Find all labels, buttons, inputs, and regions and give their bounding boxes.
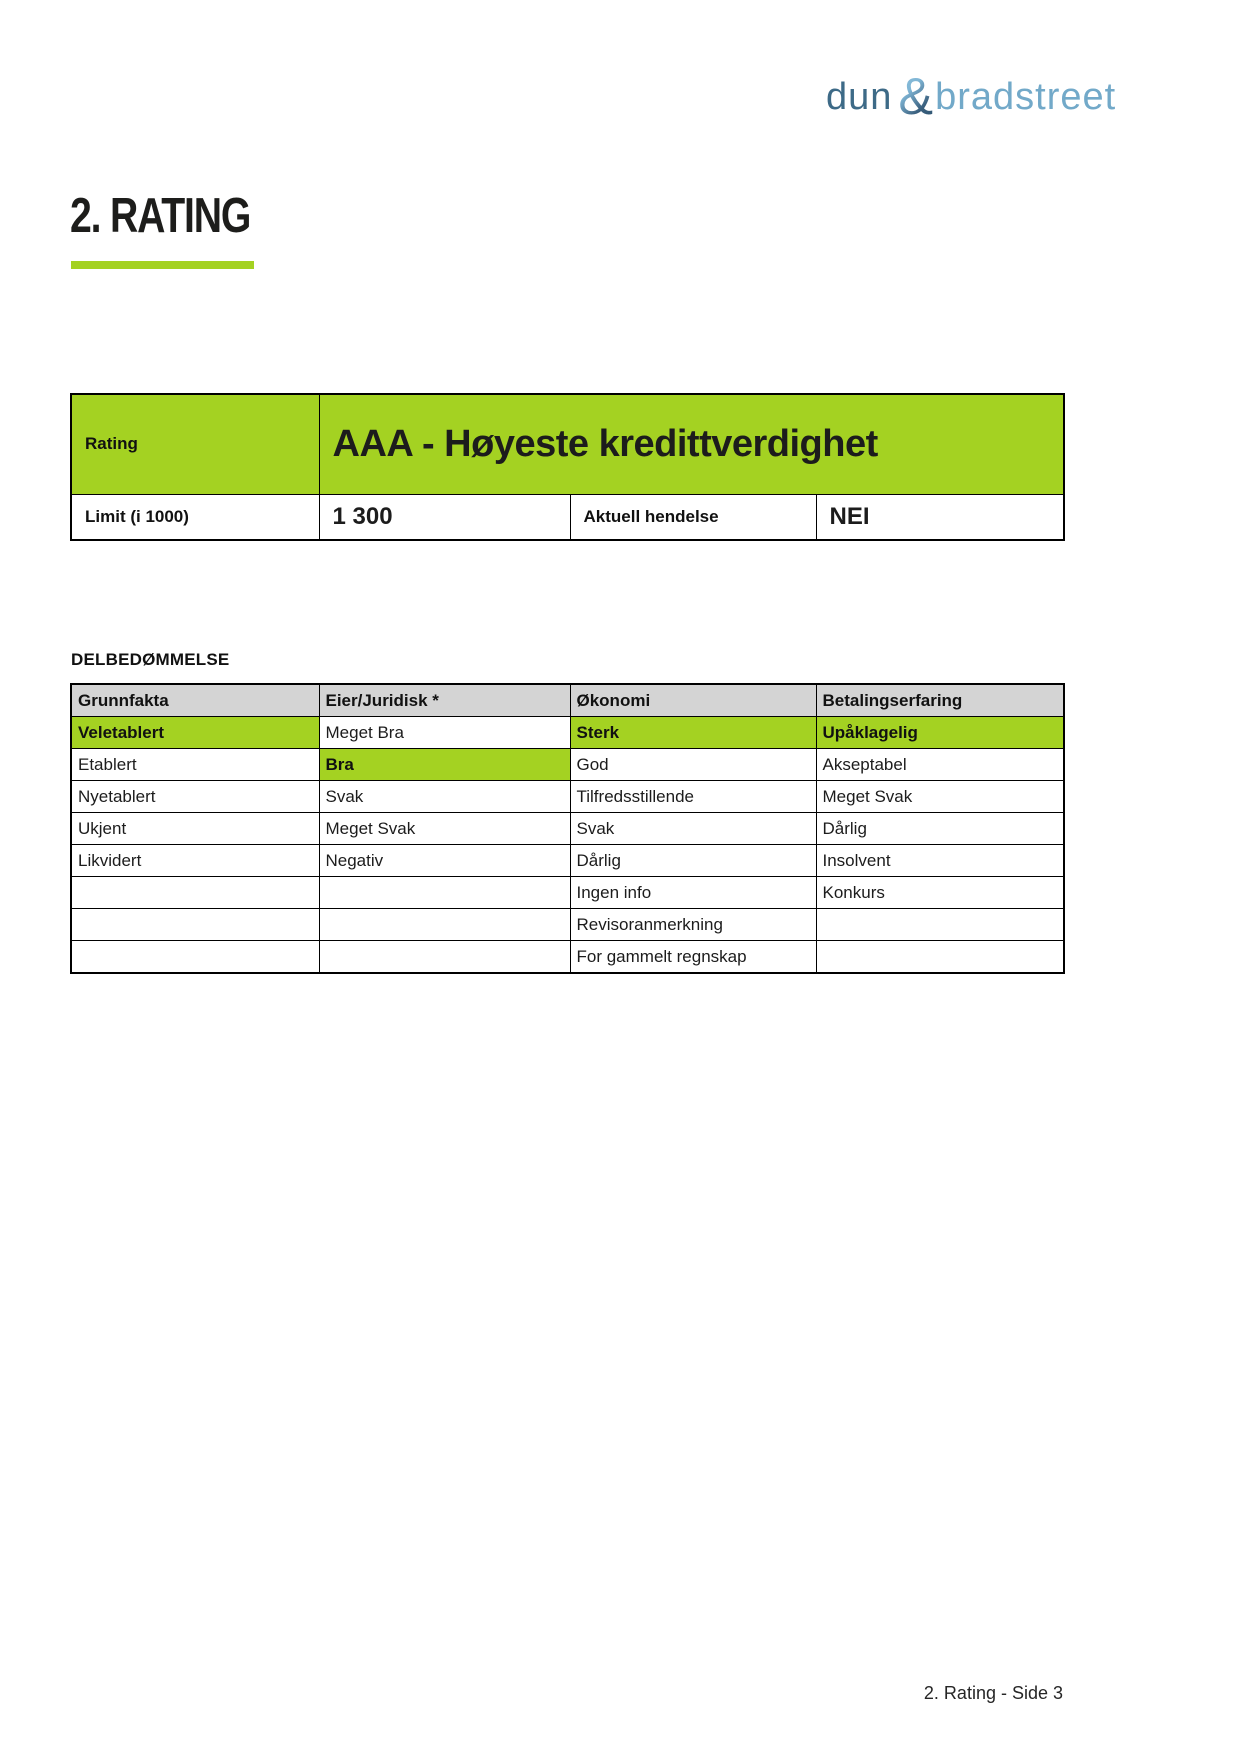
table-row: For gammelt regnskap (70, 940, 1065, 974)
delbedommelse-title: DELBEDØMMELSE (71, 650, 230, 669)
page-footer: 2. Rating - Side 3 (923, 1683, 1063, 1703)
delb-cell-6-2: Revisoranmerkning (569, 908, 817, 941)
delb-cell-1-0: Etablert (70, 748, 320, 781)
logo-word-dun: dun (826, 76, 893, 118)
delb-cell-3-3: Dårlig (815, 812, 1065, 845)
event-label-cell: Aktuell hendelse (569, 493, 817, 541)
table-row: Revisoranmerkning (70, 908, 1065, 941)
delb-cell-5-2: Ingen info (569, 876, 817, 909)
delb-cell-6-3 (815, 908, 1065, 941)
table-row: Veletablert Meget Bra Sterk Upåklagelig (70, 716, 1065, 749)
table-row: Likvidert Negativ Dårlig Insolvent (70, 844, 1065, 877)
rating-value-cell: AAA - Høyeste kredittverdighet (318, 393, 1065, 495)
delb-cell-4-1: Negativ (318, 844, 571, 877)
delb-cell-6-0 (70, 908, 320, 941)
delb-cell-4-2: Dårlig (569, 844, 817, 877)
delb-cell-2-3: Meget Svak (815, 780, 1065, 813)
delb-cell-4-0: Likvidert (70, 844, 320, 877)
column-header-okonomi: Økonomi (569, 683, 817, 717)
column-header-betalingserfaring: Betalingserfaring (815, 683, 1065, 717)
delb-cell-3-2: Svak (569, 812, 817, 845)
delb-cell-0-2: Sterk (569, 716, 817, 749)
delb-cell-7-2: For gammelt regnskap (569, 940, 817, 974)
delbedommelse-table: Grunnfakta Eier/Juridisk * Økonomi Betal… (70, 683, 1065, 974)
delb-cell-5-0 (70, 876, 320, 909)
delb-cell-3-1: Meget Svak (318, 812, 571, 845)
delb-cell-7-0 (70, 940, 320, 974)
dun-bradstreet-logo: dun & bradstreet (826, 66, 1117, 123)
ampersand-icon: & (898, 68, 934, 126)
delb-cell-2-2: Tilfredsstillende (569, 780, 817, 813)
rating-table: Rating AAA - Høyeste kredittverdighet Li… (70, 393, 1066, 541)
delb-cell-0-0: Veletablert (70, 716, 320, 749)
delb-cell-1-1: Bra (318, 748, 571, 781)
table-row: Ingen info Konkurs (70, 876, 1065, 909)
delb-cell-7-3 (815, 940, 1065, 974)
delb-cell-6-1 (318, 908, 571, 941)
delb-cell-2-0: Nyetablert (70, 780, 320, 813)
logo-word-bradstreet: bradstreet (935, 76, 1117, 118)
delb-cell-1-2: God (569, 748, 817, 781)
delb-cell-3-0: Ukjent (70, 812, 320, 845)
limit-value-cell: 1 300 (318, 493, 571, 541)
delb-cell-0-1: Meget Bra (318, 716, 571, 749)
delb-cell-1-3: Akseptabel (815, 748, 1065, 781)
delb-cell-4-3: Insolvent (815, 844, 1065, 877)
column-header-grunnfakta: Grunnfakta (70, 683, 320, 717)
title-underline-accent (71, 261, 254, 269)
delb-cell-5-3: Konkurs (815, 876, 1065, 909)
delb-cell-7-1 (318, 940, 571, 974)
table-row: Ukjent Meget Svak Svak Dårlig (70, 812, 1065, 845)
table-row: Nyetablert Svak Tilfredsstillende Meget … (70, 780, 1065, 813)
limit-label-cell: Limit (i 1000) (70, 493, 320, 541)
delb-cell-5-1 (318, 876, 571, 909)
rating-label-cell: Rating (70, 393, 320, 495)
event-value-cell: NEI (815, 493, 1065, 541)
delb-cell-2-1: Svak (318, 780, 571, 813)
page-title: 2. RATING (70, 189, 251, 243)
table-row: Etablert Bra God Akseptabel (70, 748, 1065, 781)
column-header-eier-juridisk: Eier/Juridisk * (318, 683, 571, 717)
delb-cell-0-3: Upåklagelig (815, 716, 1065, 749)
delbedommelse-header-row: Grunnfakta Eier/Juridisk * Økonomi Betal… (70, 683, 1065, 717)
